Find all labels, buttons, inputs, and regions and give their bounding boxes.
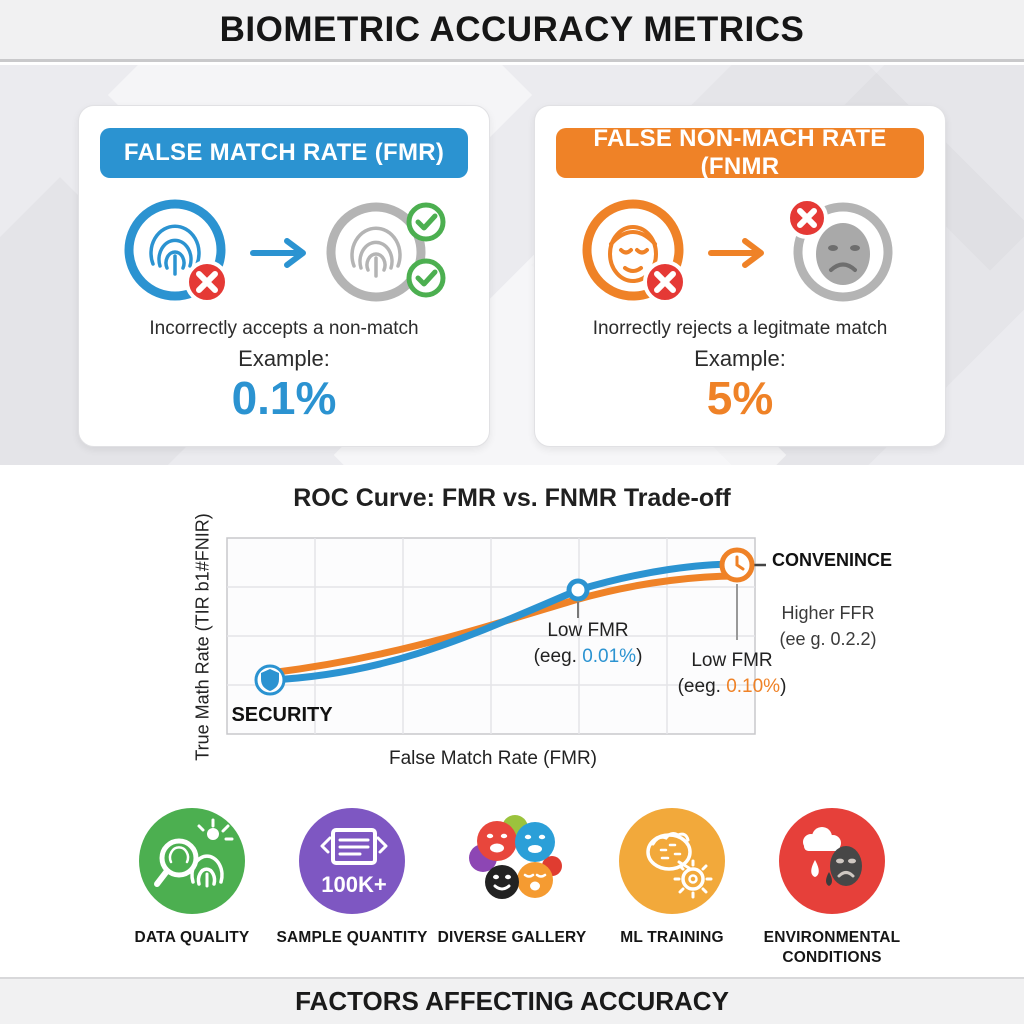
gridlines [227, 538, 755, 734]
document-stack-icon: 100K+ [299, 808, 405, 914]
blue-roc-curve [266, 560, 741, 684]
shield-icon [254, 664, 286, 696]
fmr-card: FALSE MATCH RATE (FMR) [78, 105, 490, 447]
low-fmr-suffix: ) [636, 646, 643, 667]
roc-chart [226, 537, 766, 735]
factors-row: DATA QUALITY 100K+ SAMPLE QUANTITY [112, 806, 912, 968]
raindrop-icon [826, 872, 832, 886]
factor-environmental-conditions: ENVIRONMENTAL CONDITIONS [752, 806, 912, 968]
fingerprint-rejected-icon [124, 199, 229, 304]
fnmr-card-header: FALSE NON-MACH RATE (FNMR [556, 125, 924, 180]
clock-icon [719, 547, 755, 583]
magnifier-fingerprint-icon [139, 808, 245, 914]
brain-gear-icon [619, 808, 725, 914]
arrow-right-icon [708, 238, 764, 268]
low-fmr-title: Low FMR [547, 620, 629, 641]
fnmr-illustration [535, 192, 945, 314]
factor-label: ML TRAINING [620, 929, 724, 946]
x-mark-icon [654, 271, 676, 293]
fnmr-example-value: 5% [706, 372, 774, 424]
fnmr-card: FALSE NON-MACH RATE (FNMR [534, 105, 946, 447]
arrow-right-icon [250, 238, 306, 268]
face-orange [517, 862, 553, 898]
weather-sad-face-icon [779, 808, 885, 914]
sad-face [830, 846, 862, 886]
face-black [485, 865, 519, 899]
cloud-icon [803, 827, 841, 851]
fmr-example-label: Example: [238, 346, 330, 371]
sample-count-badge: 100K+ [321, 872, 386, 897]
factor-label: ENVIRONMENTAL CONDITIONS [763, 929, 901, 966]
low-fmr-title: Low FMR [691, 650, 773, 671]
fnmr-example-label: Example: [694, 346, 786, 371]
higher-ffr-line1: Higher FFR [781, 603, 875, 623]
convenience-label: CONVENINCE [772, 550, 893, 570]
checkmark-icon [406, 258, 446, 298]
fmr-illustration [79, 192, 489, 314]
low-fmr-value: 0.10% [726, 676, 781, 697]
security-label: SECURITY [231, 704, 333, 726]
fmr-card-header: FALSE MATCH RATE (FMR) [100, 128, 468, 178]
roc-x-axis-label: False Match Rate (FMR) [389, 748, 597, 769]
orange-roc-curve [266, 572, 741, 677]
low-fmr-annotation-orange: Low FMR (eeg. 0.10%) [678, 648, 787, 700]
low-fmr-annotation-blue: Low FMR (eeg. 0.01%) [534, 618, 643, 670]
roc-chart-title: ROC Curve: FMR vs. FNMR Trade-off [293, 484, 731, 512]
sad-face-rejected-icon [786, 197, 893, 302]
x-mark-icon [797, 208, 817, 228]
diverse-faces-icon [469, 815, 562, 899]
factor-label: DIVERSE GALLERY [437, 929, 587, 946]
higher-ffr-annotation: Higher FFR (ee g. 0.2.2) [779, 600, 876, 652]
fnmr-description: Inorrectly rejects a legitmate match [592, 318, 888, 339]
x-mark-icon [196, 271, 218, 293]
factor-sample-quantity: 100K+ SAMPLE QUANTITY [272, 806, 432, 968]
low-fmr-prefix: (eeg. [533, 646, 577, 667]
factor-label: SAMPLE QUANTITY [276, 929, 428, 946]
fmr-description: Incorrectly accepts a non-match [149, 318, 419, 339]
low-fmr-marker [566, 578, 590, 602]
roc-y-axis-label: True Math Rate (TIR b1#FNIR) [192, 513, 213, 761]
low-fmr-prefix: (eeg. [677, 676, 721, 697]
higher-ffr-line2: (ee g. 0.2.2) [779, 629, 877, 649]
factor-ml-training: ML TRAINING [592, 806, 752, 968]
face-red [477, 821, 517, 861]
footer-title: FACTORS AFFECTING ACCURACY [295, 986, 729, 1016]
low-fmr-suffix: ) [780, 676, 787, 697]
low-fmr-value: 0.01% [582, 646, 637, 667]
raindrop-icon [811, 860, 819, 877]
fmr-example-value: 0.1% [231, 372, 337, 424]
page-title: BIOMETRIC ACCURACY METRICS [219, 9, 805, 49]
factor-label: DATA QUALITY [134, 929, 250, 946]
face-blue [515, 822, 555, 862]
face-rejected-icon [582, 199, 687, 304]
footer-band: FACTORS AFFECTING ACCURACY [0, 977, 1024, 1024]
header-band: BIOMETRIC ACCURACY METRICS [0, 0, 1024, 62]
fingerprint-accepted-icon [326, 202, 446, 302]
factor-data-quality: DATA QUALITY [112, 806, 272, 968]
checkmark-icon [406, 202, 446, 242]
factor-diverse-gallery: DIVERSE GALLERY [432, 806, 592, 968]
